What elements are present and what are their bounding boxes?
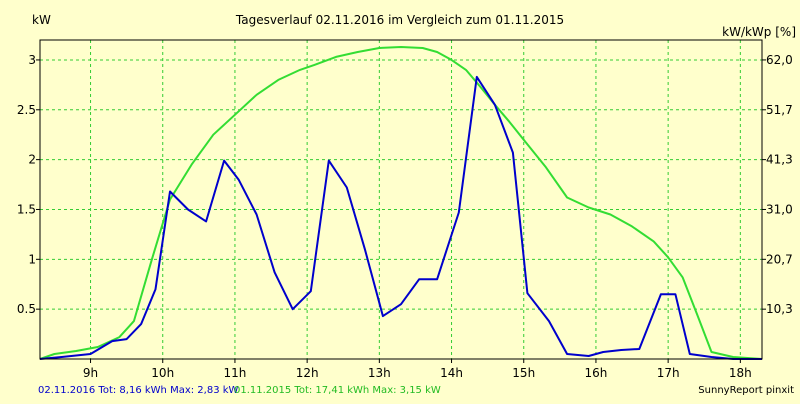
footer-summary-2016: 02.11.2016 Tot: 8,16 kWh Max: 2,83 kW <box>38 385 239 396</box>
x-tick-label: 17h <box>657 366 680 380</box>
x-tick-label: 12h <box>296 366 319 380</box>
series-lines <box>39 46 763 360</box>
y-left-tick-label: 2.5 <box>17 103 36 117</box>
axis-ticks: 9h 10h 11h 12h 13h 14h 15h 16h 17h 18h 0.5 10,3 1 20,… <box>17 53 793 380</box>
series-line-02-11-2016 <box>39 75 762 360</box>
x-tick-label: 13h <box>368 366 391 380</box>
y-right-tick-label: 20,7 <box>766 252 793 266</box>
y-left-tick-label: 1.5 <box>17 202 36 216</box>
y-left-axis-label: kW <box>32 13 51 27</box>
y-right-axis-label: kW/kWp [%] <box>722 25 796 39</box>
footer-credit: SunnyReport pinxit <box>698 385 794 396</box>
y-right-tick-label: 31,0 <box>766 202 793 216</box>
y-left-tick-label: 1 <box>28 252 36 266</box>
y-left-tick-label: 0.5 <box>17 302 36 316</box>
x-tick-label: 9h <box>83 366 98 380</box>
y-right-tick-label: 10,3 <box>766 302 793 316</box>
x-tick-label: 16h <box>585 366 608 380</box>
y-right-tick-label: 62,0 <box>766 53 793 67</box>
y-left-tick-label: 3 <box>28 53 36 67</box>
series-line-01-11-2015 <box>39 46 763 360</box>
x-tick-label: 14h <box>440 366 463 380</box>
chart-title: Tagesverlauf 02.11.2016 im Vergleich zum… <box>235 13 564 27</box>
footer-summary-2015: 01.11.2015 Tot: 17,41 kWh Max: 3,15 kW <box>234 385 441 396</box>
x-tick-label: 15h <box>512 366 535 380</box>
y-left-tick-label: 2 <box>28 153 36 167</box>
plot-frame <box>39 39 763 360</box>
x-tick-label: 11h <box>224 366 247 380</box>
x-tick-label: 18h <box>729 366 752 380</box>
y-right-tick-label: 41,3 <box>766 153 793 167</box>
x-tick-label: 10h <box>151 366 174 380</box>
y-right-tick-label: 51,7 <box>766 103 793 117</box>
